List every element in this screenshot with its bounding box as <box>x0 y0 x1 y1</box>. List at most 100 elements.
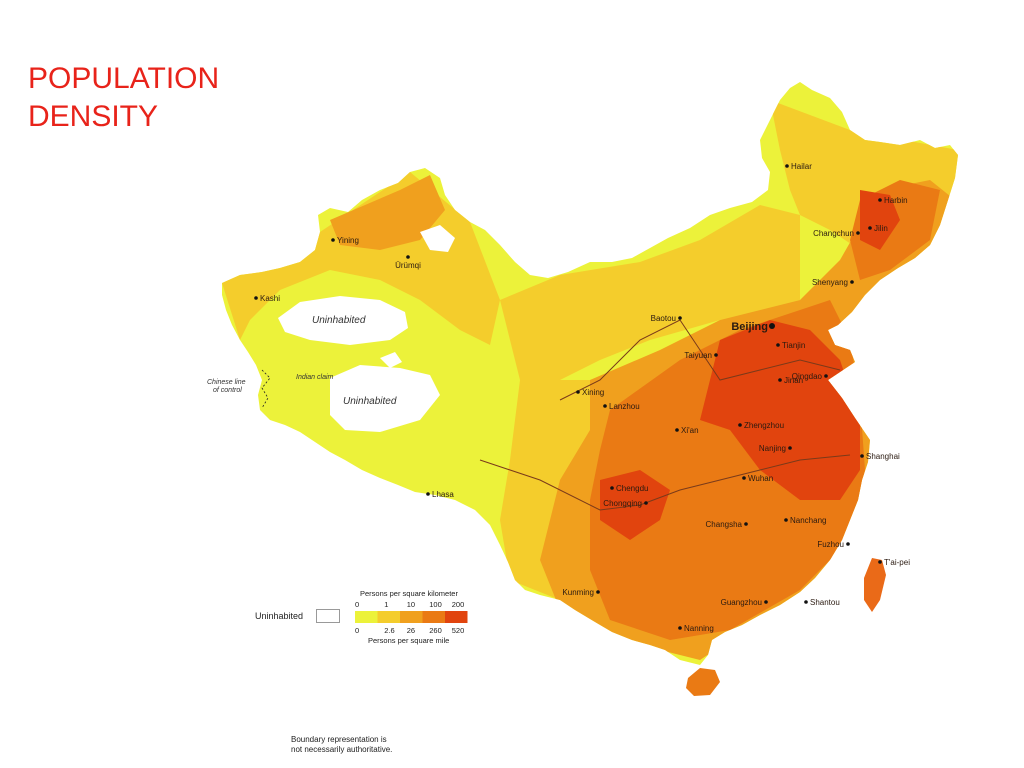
city-dot-changsha <box>744 522 748 526</box>
city-taipei: T'ai-pei <box>878 558 910 567</box>
legend-km-title: Persons per square kilometer <box>360 589 458 598</box>
city-nanchang: Nanchang <box>784 516 826 525</box>
city-label-nanjing: Nanjing <box>759 444 786 453</box>
city-dot-wuhan <box>742 476 746 480</box>
city-label-guangzhou: Guangzhou <box>721 598 762 607</box>
city-dot-nanchang <box>784 518 788 522</box>
city-jilin: Jilin <box>868 224 888 233</box>
city-dot-fuzhou <box>846 542 850 546</box>
city-label-jilin: Jilin <box>874 224 888 233</box>
city-changsha: Changsha <box>706 520 748 529</box>
chinese-line-label-1: Chinese line <box>207 379 246 386</box>
uninhabited-region-small-1 <box>420 225 455 252</box>
city-chongqing: Chongqing <box>603 499 648 508</box>
density-band-4c <box>860 190 900 250</box>
city-dot-guangzhou <box>764 600 768 604</box>
title-line-1: POPULATION <box>28 62 220 95</box>
density-band-1c <box>500 205 800 380</box>
city-dot-lhasa <box>426 492 430 496</box>
city-label-changchun: Changchun <box>813 229 854 238</box>
city-dot-shantou <box>804 600 808 604</box>
line-of-control <box>261 369 271 409</box>
city-xian: Xi'an <box>675 426 699 435</box>
indian-claim-label: Indian claim <box>296 374 334 381</box>
city-dot-tianjin <box>776 343 780 347</box>
city-urumqi: Ürümqi <box>395 255 421 270</box>
city-dot-baotou <box>678 316 682 320</box>
uninhabited-label-2: Uninhabited <box>343 396 397 407</box>
city-label-shenyang: Shenyang <box>812 278 848 287</box>
city-dot-kashi <box>254 296 258 300</box>
city-changchun: Changchun <box>813 229 860 238</box>
legend-swatch-3 <box>422 611 445 623</box>
legend-swatch-1 <box>377 611 400 623</box>
city-shanghai: Shanghai <box>860 452 900 461</box>
footnote-line-1: Boundary representation is <box>291 735 387 744</box>
city-dot-xian <box>675 428 679 432</box>
density-band-2b <box>330 175 445 250</box>
legend-km-ticks: 0 1 10 100 200 <box>355 600 464 609</box>
city-shenyang: Shenyang <box>812 278 854 287</box>
city-label-urumqi: Ürümqi <box>395 261 421 270</box>
density-band-4b <box>600 470 670 540</box>
city-label-qingdao: Qingdao <box>792 372 823 381</box>
legend-km-tick-0: 0 <box>355 600 359 609</box>
city-lanzhou: Lanzhou <box>603 402 640 411</box>
city-xining: Xining <box>576 388 604 397</box>
city-yining: Yining <box>331 236 359 245</box>
city-label-baotou: Baotou <box>651 314 676 323</box>
city-label-taiyuan: Taiyuan <box>684 351 712 360</box>
city-label-yining: Yining <box>337 236 359 245</box>
city-hailar: Hailar <box>785 162 812 171</box>
city-label-taipei: T'ai-pei <box>884 558 910 567</box>
city-label-shantou: Shantou <box>810 598 840 607</box>
uninhabited-label-1: Uninhabited <box>312 315 366 326</box>
city-label-chongqing: Chongqing <box>603 499 642 508</box>
city-taiyuan: Taiyuan <box>684 351 718 360</box>
city-wuhan: Wuhan <box>742 474 773 483</box>
city-dot-chongqing <box>644 501 648 505</box>
city-label-nanchang: Nanchang <box>790 516 826 525</box>
legend-swatches <box>355 611 468 623</box>
city-markers: Hailar Harbin Jilin Changchun Shenyang Baotou… <box>254 162 910 633</box>
city-label-wuhan: Wuhan <box>748 474 773 483</box>
city-dot-jinan <box>778 378 782 382</box>
page-title: POPULATION DENSITY <box>28 60 219 136</box>
city-dot-xining <box>576 390 580 394</box>
city-label-shanghai: Shanghai <box>866 452 900 461</box>
city-baotou: Baotou <box>651 314 682 323</box>
title-line-2: DENSITY <box>28 100 159 133</box>
city-dot-shenyang <box>850 280 854 284</box>
legend-mi-tick-1: 2.6 <box>384 626 394 635</box>
legend-mi-tick-2: 26 <box>407 626 415 635</box>
city-dot-shanghai <box>860 454 864 458</box>
city-jinan: Jinan <box>778 376 803 385</box>
legend-mi-title: Persons per square mile <box>368 636 449 645</box>
city-nanjing: Nanjing <box>759 444 792 453</box>
city-label-hailar: Hailar <box>791 162 812 171</box>
legend-mi-tick-4: 520 <box>452 626 465 635</box>
city-dot-yining <box>331 238 335 242</box>
city-dot-harbin <box>878 198 882 202</box>
city-label-lhasa: Lhasa <box>432 490 454 499</box>
boundary-footnote: Boundary representation is not necessari… <box>291 735 392 755</box>
chinese-line-label-2: of control <box>213 387 242 394</box>
city-nanning: Nanning <box>678 624 714 633</box>
city-dot-kunming <box>596 590 600 594</box>
legend-km-tick-2: 10 <box>407 600 415 609</box>
city-label-kunming: Kunming <box>562 588 594 597</box>
city-label-chengdu: Chengdu <box>616 484 648 493</box>
city-dot-taiyuan <box>714 353 718 357</box>
city-label-beijing: Beijing <box>731 321 768 333</box>
uninhabited-region-tarim <box>278 296 408 345</box>
city-label-lanzhou: Lanzhou <box>609 402 640 411</box>
city-dot-chengdu <box>610 486 614 490</box>
legend-km-tick-4: 200 <box>452 600 465 609</box>
city-kashi: Kashi <box>254 294 280 303</box>
legend-swatch-0 <box>355 611 378 623</box>
uninhabited-region-tibet <box>330 365 440 432</box>
yellow-river <box>559 319 841 401</box>
city-label-xian: Xi'an <box>681 426 699 435</box>
city-dot-taipei <box>878 560 882 564</box>
